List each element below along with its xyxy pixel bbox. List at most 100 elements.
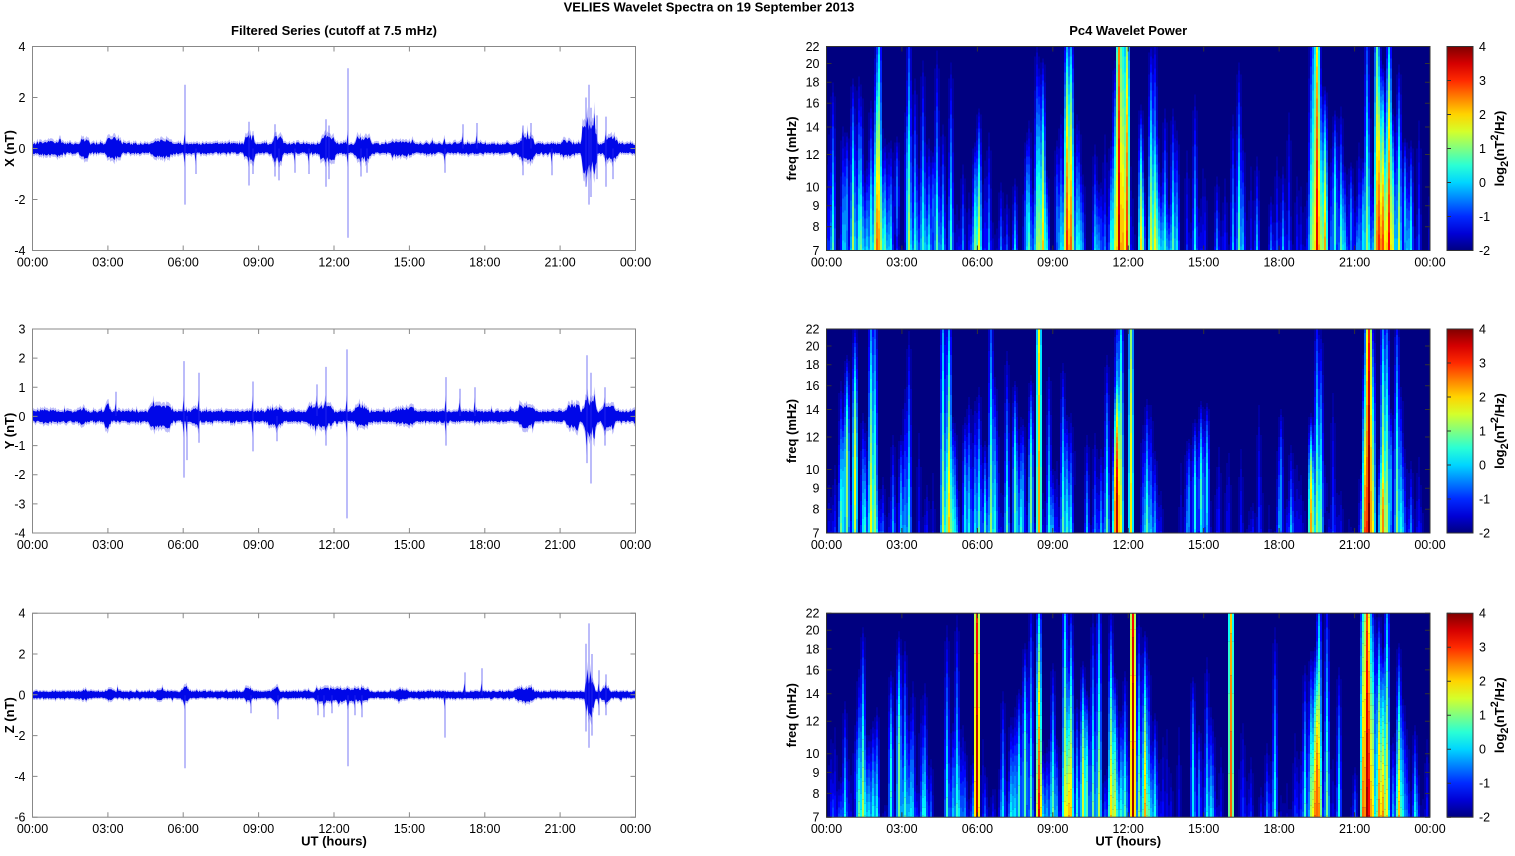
svg-text:09:00: 09:00 [1037, 822, 1068, 836]
svg-text:12: 12 [806, 715, 820, 729]
svg-text:8: 8 [813, 503, 820, 517]
svg-text:12:00: 12:00 [1113, 538, 1144, 552]
svg-text:00:00: 00:00 [1414, 256, 1445, 270]
svg-text:21:00: 21:00 [1339, 822, 1370, 836]
svg-text:Z (nT): Z (nT) [2, 697, 17, 733]
svg-text:2: 2 [1479, 675, 1486, 689]
svg-text:16: 16 [806, 379, 820, 393]
svg-text:-2: -2 [14, 468, 25, 482]
svg-text:0: 0 [19, 688, 26, 702]
svg-text:12:00: 12:00 [1113, 256, 1144, 270]
svg-text:-1: -1 [1479, 777, 1490, 791]
svg-text:09:00: 09:00 [243, 256, 274, 270]
svg-text:18:00: 18:00 [1263, 256, 1294, 270]
svg-text:2: 2 [19, 91, 26, 105]
svg-text:15:00: 15:00 [394, 256, 425, 270]
svg-text:06:00: 06:00 [962, 256, 993, 270]
svg-text:12: 12 [806, 148, 820, 162]
svg-text:21:00: 21:00 [544, 256, 575, 270]
svg-text:-6: -6 [14, 811, 25, 825]
svg-text:03:00: 03:00 [886, 822, 917, 836]
svg-text:22: 22 [806, 323, 820, 337]
svg-text:14: 14 [806, 687, 820, 701]
svg-text:4: 4 [1479, 323, 1486, 337]
svg-text:3: 3 [1479, 641, 1486, 655]
svg-text:-4: -4 [14, 527, 25, 541]
svg-text:log2(nT2/Hz): log2(nT2/Hz) [1489, 111, 1511, 187]
svg-text:0: 0 [1479, 743, 1486, 757]
svg-text:8: 8 [813, 220, 820, 234]
svg-text:03:00: 03:00 [92, 822, 123, 836]
svg-text:1: 1 [1479, 425, 1486, 439]
svg-text:freq (mHz): freq (mHz) [784, 399, 799, 463]
svg-text:1: 1 [1479, 142, 1486, 156]
svg-text:8: 8 [813, 787, 820, 801]
svg-text:14: 14 [806, 121, 820, 135]
svg-text:4: 4 [19, 607, 26, 621]
svg-text:09:00: 09:00 [1037, 538, 1068, 552]
svg-text:00:00: 00:00 [620, 822, 651, 836]
svg-text:-2: -2 [14, 193, 25, 207]
svg-text:21:00: 21:00 [1339, 538, 1370, 552]
svg-text:18: 18 [806, 76, 820, 90]
svg-text:3: 3 [1479, 74, 1486, 88]
svg-text:18: 18 [806, 642, 820, 656]
svg-text:3: 3 [19, 323, 26, 337]
svg-text:-3: -3 [14, 497, 25, 511]
svg-text:03:00: 03:00 [886, 256, 917, 270]
svg-text:VELIES Wavelet Spectra on 19 S: VELIES Wavelet Spectra on 19 September 2… [564, 0, 855, 15]
svg-text:UT (hours): UT (hours) [1095, 834, 1161, 849]
svg-text:00:00: 00:00 [17, 256, 48, 270]
svg-text:log2(nT2/Hz): log2(nT2/Hz) [1489, 677, 1511, 753]
svg-text:4: 4 [19, 40, 26, 54]
svg-text:03:00: 03:00 [886, 538, 917, 552]
svg-text:1: 1 [1479, 709, 1486, 723]
svg-text:18:00: 18:00 [469, 256, 500, 270]
svg-text:03:00: 03:00 [92, 538, 123, 552]
svg-text:9: 9 [813, 482, 820, 496]
svg-text:4: 4 [1479, 40, 1486, 54]
svg-text:10: 10 [806, 463, 820, 477]
svg-text:1: 1 [19, 381, 26, 395]
svg-text:22: 22 [806, 607, 820, 621]
svg-text:18:00: 18:00 [1263, 538, 1294, 552]
svg-text:18:00: 18:00 [1263, 822, 1294, 836]
svg-text:20: 20 [806, 57, 820, 71]
svg-text:-1: -1 [1479, 210, 1490, 224]
svg-text:14: 14 [806, 403, 820, 417]
svg-text:03:00: 03:00 [92, 256, 123, 270]
svg-text:Y (nT): Y (nT) [2, 413, 17, 450]
svg-text:15:00: 15:00 [1188, 256, 1219, 270]
svg-text:06:00: 06:00 [168, 256, 199, 270]
svg-text:-1: -1 [1479, 493, 1490, 507]
svg-text:15:00: 15:00 [394, 822, 425, 836]
svg-text:18:00: 18:00 [469, 822, 500, 836]
svg-text:06:00: 06:00 [168, 538, 199, 552]
svg-text:00:00: 00:00 [1414, 538, 1445, 552]
svg-text:freq (mHz): freq (mHz) [784, 683, 799, 747]
svg-text:21:00: 21:00 [544, 538, 575, 552]
svg-text:09:00: 09:00 [1037, 256, 1068, 270]
svg-text:00:00: 00:00 [1414, 822, 1445, 836]
svg-text:06:00: 06:00 [168, 822, 199, 836]
svg-text:UT (hours): UT (hours) [301, 834, 367, 849]
svg-text:12:00: 12:00 [318, 256, 349, 270]
svg-text:2: 2 [19, 648, 26, 662]
svg-text:freq (mHz): freq (mHz) [784, 116, 799, 180]
svg-text:18: 18 [806, 358, 820, 372]
svg-text:Filtered Series (cutoff at 7.5: Filtered Series (cutoff at 7.5 mHz) [231, 23, 437, 38]
svg-text:7: 7 [813, 244, 820, 258]
svg-text:06:00: 06:00 [962, 538, 993, 552]
svg-text:0: 0 [19, 410, 26, 424]
svg-text:-2: -2 [1479, 244, 1490, 258]
svg-text:00:00: 00:00 [620, 256, 651, 270]
svg-text:12:00: 12:00 [1113, 822, 1144, 836]
svg-text:20: 20 [806, 624, 820, 638]
svg-text:2: 2 [19, 352, 26, 366]
svg-text:21:00: 21:00 [544, 822, 575, 836]
svg-text:-4: -4 [14, 770, 25, 784]
svg-text:10: 10 [806, 181, 820, 195]
svg-text:-4: -4 [14, 244, 25, 258]
svg-text:12: 12 [806, 431, 820, 445]
svg-text:7: 7 [813, 527, 820, 541]
